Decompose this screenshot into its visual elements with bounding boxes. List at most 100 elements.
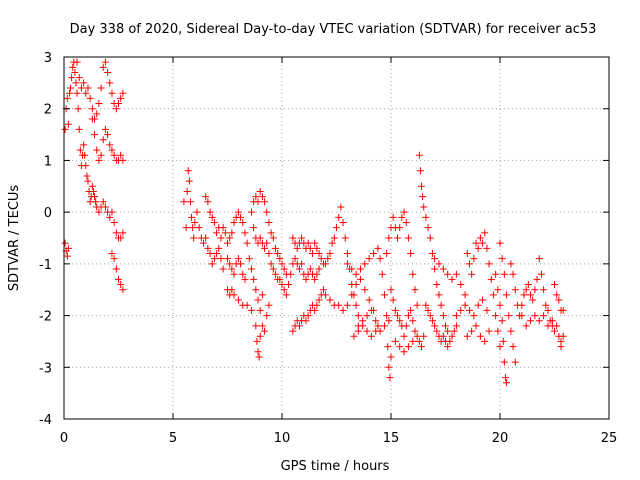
chart-title: Day 338 of 2020, Sidereal Day-to-day VTE… (70, 22, 597, 37)
data-point (101, 125, 109, 133)
data-point (263, 312, 271, 320)
data-point (498, 255, 506, 263)
data-point (63, 94, 71, 102)
data-point (394, 312, 402, 320)
data-point (422, 213, 430, 221)
data-point (448, 332, 456, 340)
data-point (498, 317, 506, 325)
data-point (255, 353, 263, 361)
data-point (476, 332, 484, 340)
data-point (217, 255, 225, 263)
data-point (418, 182, 426, 190)
data-point (537, 270, 545, 278)
data-point (82, 89, 90, 97)
data-point (115, 275, 122, 283)
data-point (507, 260, 515, 268)
data-point (91, 193, 99, 201)
data-point (474, 301, 482, 309)
data-point (254, 198, 262, 206)
data-point (444, 343, 452, 351)
data-point (291, 255, 299, 263)
data-point (298, 260, 306, 268)
data-point (553, 322, 561, 330)
data-point (354, 327, 362, 335)
data-point (71, 69, 79, 77)
data-point (385, 234, 393, 242)
data-point (326, 296, 334, 304)
y-axis-label: SDTVAR / TECUs (7, 185, 22, 292)
data-point (106, 141, 114, 149)
plot-frame (63, 56, 610, 420)
data-point (75, 74, 83, 82)
data-point (271, 244, 279, 252)
data-point (435, 260, 443, 268)
data-point (265, 250, 273, 258)
data-point (313, 270, 321, 278)
data-point (481, 337, 489, 345)
data-point (352, 281, 360, 289)
data-point (387, 286, 395, 294)
data-point (465, 260, 473, 268)
data-point (500, 358, 508, 366)
data-point (208, 260, 216, 268)
data-point (239, 270, 247, 278)
data-point (241, 275, 249, 283)
data-point (503, 291, 511, 299)
data-point (407, 306, 415, 314)
data-point (367, 306, 375, 314)
data-point (250, 224, 258, 232)
data-point (271, 270, 279, 278)
data-point (450, 327, 458, 335)
data-point (413, 301, 421, 309)
y-tick-label: -2 (39, 310, 52, 325)
data-point (180, 198, 188, 206)
data-point (422, 301, 430, 309)
data-point (415, 337, 423, 345)
data-point (311, 306, 319, 314)
data-point (73, 58, 81, 66)
data-point (112, 265, 120, 273)
data-point (356, 275, 364, 283)
data-point (84, 84, 92, 92)
axis-ticks (63, 56, 610, 420)
data-point (452, 270, 460, 278)
data-point (76, 146, 84, 154)
data-point (99, 198, 107, 206)
data-point (396, 317, 404, 325)
data-point (188, 213, 196, 221)
data-point (239, 218, 247, 226)
data-series (61, 58, 567, 387)
data-point (489, 291, 497, 299)
data-point (193, 208, 201, 216)
data-point (409, 270, 417, 278)
data-point (191, 218, 199, 226)
data-point (324, 255, 332, 263)
data-point (426, 312, 434, 320)
data-point (551, 281, 558, 289)
data-point (289, 327, 297, 335)
data-point (95, 156, 103, 164)
data-point (374, 322, 382, 330)
data-point (88, 105, 96, 113)
data-point (200, 239, 208, 247)
data-point (468, 270, 476, 278)
data-point (230, 270, 238, 278)
data-point (110, 218, 118, 226)
data-point (330, 234, 338, 242)
data-point (544, 306, 552, 314)
data-point (472, 322, 480, 330)
data-point (117, 281, 125, 289)
data-point (400, 348, 408, 356)
data-point (416, 167, 424, 175)
data-point (298, 234, 306, 242)
data-point (428, 250, 436, 258)
data-point (228, 286, 236, 294)
data-point (496, 301, 504, 309)
data-point (557, 343, 565, 351)
data-point (335, 213, 343, 221)
data-point (226, 234, 234, 242)
data-point (68, 74, 76, 82)
data-point (119, 286, 127, 294)
data-point (224, 255, 231, 263)
